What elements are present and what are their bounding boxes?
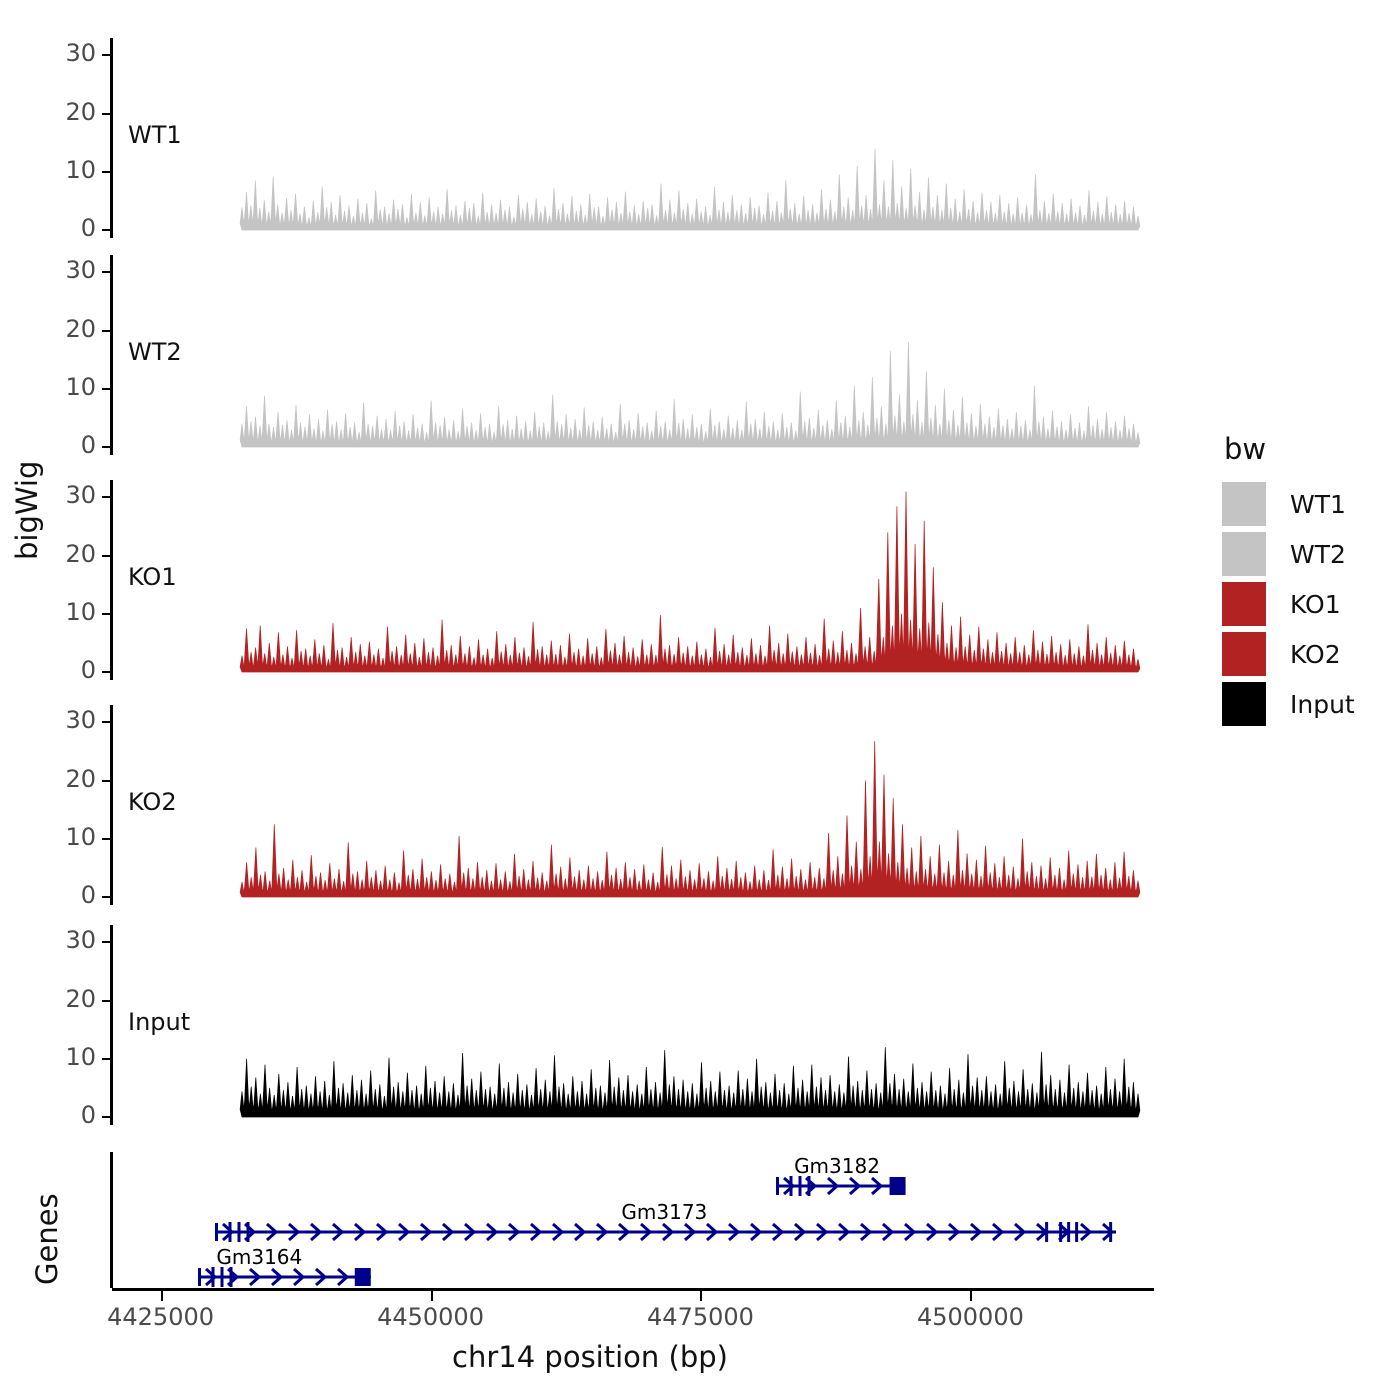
y-tick-label: 0 bbox=[80, 431, 96, 459]
legend-swatch-input bbox=[1222, 682, 1266, 726]
x-tick bbox=[700, 1291, 703, 1301]
y-tick-label: 10 bbox=[65, 822, 96, 851]
y-tick-label: 10 bbox=[65, 155, 96, 184]
panel-label-wt2: WT2 bbox=[128, 337, 182, 366]
y-tick bbox=[102, 837, 110, 840]
panel-label-wt1: WT1 bbox=[128, 120, 182, 149]
panel-label-ko2: KO2 bbox=[128, 787, 177, 816]
panel-label-ko1: KO1 bbox=[128, 562, 177, 591]
y-axis-line bbox=[110, 925, 113, 1125]
signal-track-ko2 bbox=[112, 705, 1154, 905]
y-tick bbox=[102, 612, 110, 615]
legend-label-input: Input bbox=[1290, 689, 1355, 719]
y-tick bbox=[102, 779, 110, 782]
legend-swatch-ko2 bbox=[1222, 632, 1266, 676]
x-tick-label: 4500000 bbox=[916, 1303, 1024, 1331]
legend-title: bw bbox=[1224, 432, 1267, 466]
y-tick-label: 30 bbox=[65, 926, 96, 955]
y-axis-line bbox=[110, 38, 113, 238]
y-tick-label: 20 bbox=[65, 97, 96, 126]
y-tick-label: 30 bbox=[65, 481, 96, 510]
y-tick-label: 0 bbox=[80, 1101, 96, 1129]
y-tick bbox=[102, 112, 110, 115]
legend-item-ko1[interactable]: KO1 bbox=[1222, 580, 1355, 628]
y-tick-label: 20 bbox=[65, 314, 96, 343]
y-tick bbox=[102, 496, 110, 499]
legend-swatch-wt1 bbox=[1222, 482, 1266, 526]
y-tick bbox=[102, 671, 110, 673]
y-tick bbox=[102, 554, 110, 557]
x-axis-title: chr14 position (bp) bbox=[452, 1340, 728, 1374]
x-tick-label: 4450000 bbox=[377, 1303, 484, 1331]
genes-axis-title: Genes bbox=[30, 1193, 64, 1285]
x-axis-line bbox=[112, 1288, 1154, 1291]
y-tick bbox=[102, 446, 110, 448]
y-tick bbox=[102, 329, 110, 332]
y-tick-label: 20 bbox=[65, 539, 96, 568]
legend-swatch-ko1 bbox=[1222, 582, 1266, 626]
y-tick-label: 20 bbox=[65, 984, 96, 1013]
y-tick bbox=[102, 1057, 110, 1060]
y-axis-line bbox=[110, 705, 113, 905]
y-axis-line bbox=[110, 255, 113, 455]
y-tick-label: 0 bbox=[80, 214, 96, 242]
legend-label-wt1: WT1 bbox=[1290, 489, 1346, 519]
y-tick-label: 20 bbox=[65, 764, 96, 793]
y-tick bbox=[102, 896, 110, 898]
gene-label-Gm3164: Gm3164 bbox=[216, 1245, 303, 1269]
signal-track-wt2 bbox=[112, 255, 1154, 455]
legend-item-wt2[interactable]: WT2 bbox=[1222, 530, 1355, 578]
gene-Gm3182[interactable] bbox=[776, 1172, 906, 1200]
y-tick bbox=[102, 271, 110, 274]
gene-Gm3164[interactable] bbox=[198, 1263, 372, 1291]
x-tick bbox=[430, 1291, 433, 1301]
y-tick bbox=[102, 387, 110, 390]
y-tick-label: 30 bbox=[65, 39, 96, 68]
genes-panel-axis bbox=[110, 1152, 113, 1288]
y-tick bbox=[102, 941, 110, 944]
legend-items: WT1 WT2 KO1 KO2 Input bbox=[1222, 480, 1355, 728]
signal-track-wt1 bbox=[112, 38, 1154, 238]
y-tick bbox=[102, 229, 110, 231]
y-tick-label: 10 bbox=[65, 372, 96, 401]
gene-Gm3173[interactable] bbox=[214, 1218, 1117, 1246]
signal-track-input bbox=[112, 925, 1154, 1125]
gene-label-Gm3182: Gm3182 bbox=[794, 1154, 880, 1178]
y-tick-label: 10 bbox=[65, 597, 96, 626]
y-tick-label: 0 bbox=[80, 656, 96, 684]
legend-item-input[interactable]: Input bbox=[1222, 680, 1355, 728]
x-tick-label: 4475000 bbox=[647, 1303, 754, 1331]
legend-label-ko1: KO1 bbox=[1290, 589, 1341, 619]
x-tick bbox=[970, 1291, 973, 1301]
legend: bw WT1 WT2 KO1 KO2 Input bbox=[1222, 432, 1355, 730]
y-tick-label: 10 bbox=[65, 1042, 96, 1071]
x-tick-label: 4425000 bbox=[107, 1303, 215, 1331]
legend-item-ko2[interactable]: KO2 bbox=[1222, 630, 1355, 678]
legend-swatch-wt2 bbox=[1222, 532, 1266, 576]
panel-label-input: Input bbox=[128, 1007, 191, 1036]
legend-label-wt2: WT2 bbox=[1290, 539, 1346, 569]
y-tick-label: 30 bbox=[65, 706, 96, 735]
y-tick bbox=[102, 54, 110, 57]
y-tick bbox=[102, 999, 110, 1002]
y-tick-label: 30 bbox=[65, 256, 96, 285]
y-tick bbox=[102, 721, 110, 724]
y-tick bbox=[102, 1116, 110, 1118]
y-tick-label: 0 bbox=[80, 881, 96, 909]
x-tick bbox=[160, 1291, 163, 1301]
y-axis-line bbox=[110, 480, 113, 680]
gene-label-Gm3173: Gm3173 bbox=[621, 1200, 708, 1224]
signal-track-ko1 bbox=[112, 480, 1154, 680]
y-tick bbox=[102, 170, 110, 173]
legend-item-wt1[interactable]: WT1 bbox=[1222, 480, 1355, 528]
legend-label-ko2: KO2 bbox=[1290, 639, 1341, 669]
